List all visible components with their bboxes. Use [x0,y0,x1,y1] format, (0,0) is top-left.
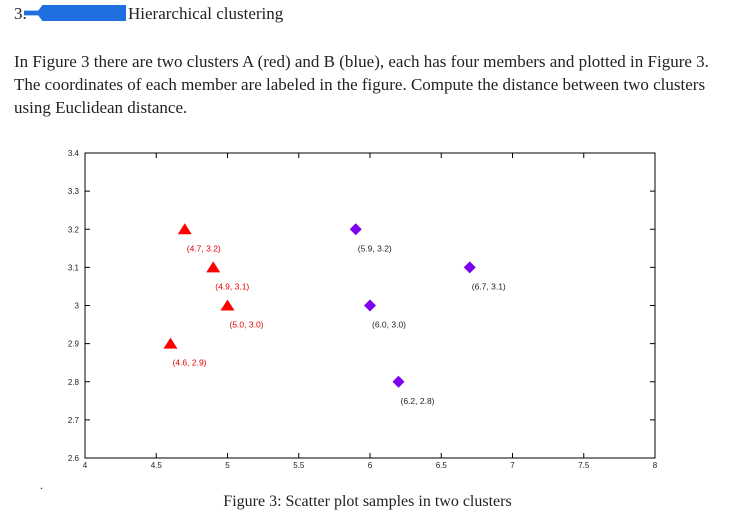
point-label: (6.2, 2.8) [401,396,435,406]
diamond-point [349,223,362,236]
redaction-mark [24,5,126,21]
bullet-dot: . [40,478,43,492]
x-tick-label: 7 [510,461,515,470]
section-heading: 3. Hierarchical clustering [14,4,283,24]
y-tick-label: 3 [75,302,80,311]
y-tick-label: 2.6 [68,454,80,463]
point-label: (4.7, 3.2) [187,243,221,253]
point-label: (6.7, 3.1) [472,281,506,291]
point-label: (4.9, 3.1) [215,281,249,291]
x-tick-label: 8 [653,461,658,470]
diamond-point [364,299,376,312]
section-title: Hierarchical clustering [128,4,284,23]
y-tick-label: 2.7 [68,416,80,425]
y-tick-label: 3.2 [68,225,80,234]
figure-caption: Figure 3: Scatter plot samples in two cl… [223,493,512,510]
point-label: (5.9, 3.2) [358,243,392,253]
y-tick-label: 3.4 [68,149,80,158]
y-tick-label: 3.1 [68,263,80,272]
x-tick-label: 6.5 [436,461,448,470]
x-tick-label: 5.5 [293,461,305,470]
scatter-chart: 4 4.5 5 5.5 6 6.5 7 7.5 8 2.6 2.7 2.8 2.9 3 3.1 3.2 3.3 3… [68,149,658,470]
y-tick-label: 3.3 [68,187,80,196]
triangle-point [177,223,192,235]
diamond-point [392,375,405,388]
triangle-point [206,261,221,273]
diamond-point [463,261,476,274]
triangle-point [220,299,235,311]
question-text: In Figure 3 there are two clusters A (re… [14,52,709,117]
x-tick-label: 7.5 [578,461,590,470]
y-tick-label: 2.9 [68,340,80,349]
x-tick-label: 5 [225,461,230,470]
y-tick-label: 2.8 [68,378,80,387]
section-number: 3. [14,4,27,23]
x-tick-label: 4 [83,461,88,470]
point-label: (6.0, 3.0) [372,320,406,330]
point-label: (5.0, 3.0) [230,320,264,330]
point-label: (4.6, 2.9) [173,358,207,368]
x-tick-label: 4.5 [151,461,163,470]
triangle-point [163,337,178,349]
x-tick-label: 6 [368,461,373,470]
